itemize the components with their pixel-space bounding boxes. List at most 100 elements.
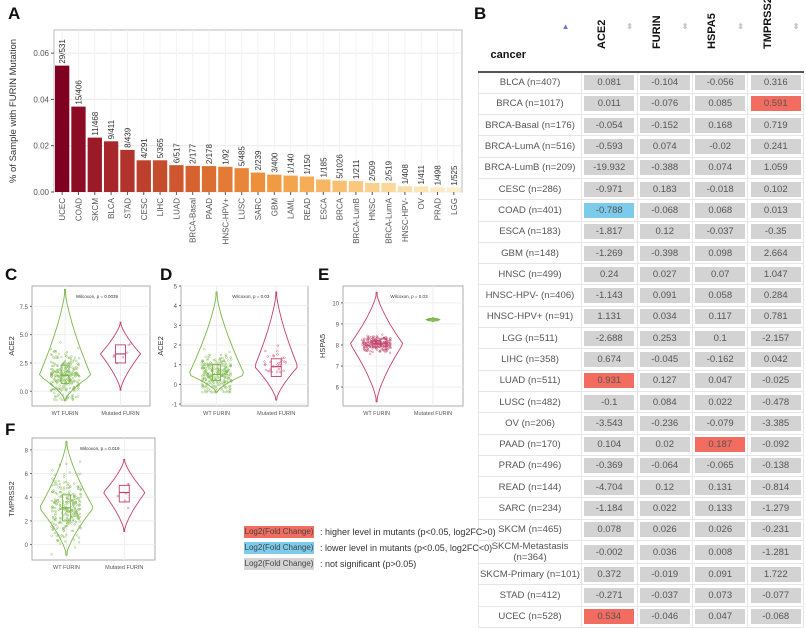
- column-header-tmprss2[interactable]: TMPRSS2 ⬍: [748, 0, 804, 72]
- x-tick-label: Mutated FURIN: [257, 411, 295, 417]
- fold-change-value: 0.316: [750, 75, 801, 91]
- x-tick-label: STAD: [123, 198, 132, 219]
- data-point: [213, 375, 216, 379]
- value-cell: -0.814: [747, 476, 804, 499]
- data-point: [71, 498, 74, 502]
- value-cell: 0.12: [636, 476, 693, 499]
- fold-change-value: 0.591: [750, 96, 801, 112]
- value-cell: 0.241: [747, 135, 804, 158]
- value-cell: -0.065: [691, 454, 749, 478]
- data-point: [378, 349, 382, 352]
- y-axis-label: ACE2: [156, 336, 165, 356]
- data-point: [201, 359, 205, 362]
- value-cell: 0.931: [581, 369, 638, 392]
- fold-change-value: -0.018: [695, 181, 746, 197]
- fold-change-value: 0.074: [695, 160, 746, 176]
- data-point: [225, 353, 228, 356]
- data-point: [65, 511, 68, 514]
- sort-ascending-icon[interactable]: ▲: [561, 22, 570, 31]
- y-tick-label: 0.0: [20, 390, 29, 396]
- value-cell: 0.036: [636, 540, 693, 565]
- violin-shape: [38, 288, 92, 401]
- bar-data-label: 2/177: [189, 143, 198, 164]
- table-row: BRCA-Basal (n=176) -0.054 -0.152 0.168 0.719: [477, 114, 804, 137]
- data-point: [201, 378, 205, 381]
- data-point: [64, 370, 67, 374]
- data-point: [77, 497, 80, 500]
- data-point: [69, 521, 72, 524]
- data-point: [206, 357, 209, 361]
- column-header-cancer[interactable]: cancer ▲: [479, 10, 582, 72]
- value-cell: 0.534: [581, 605, 638, 628]
- data-point: [79, 496, 82, 499]
- violin-plot-tmprss2-f: 0 2 4 6 8 WT FURIN Mutated FURIN Wilcoxon, p = …: [7, 437, 156, 571]
- cancer-cell: BRCA-LumB (n=209): [477, 156, 583, 179]
- data-point: [209, 364, 212, 367]
- value-cell: 0.078: [581, 518, 638, 542]
- data-point: [63, 512, 67, 516]
- sort-toggle-icon[interactable]: ⬍: [626, 22, 633, 31]
- data-point: [52, 377, 56, 381]
- legend-chip-ns: Log2(Fold Change): [244, 558, 314, 570]
- data-point: [363, 337, 366, 340]
- data-point: [272, 355, 275, 358]
- fold-change-value: -1.143: [584, 288, 635, 304]
- data-point: [385, 337, 389, 340]
- bar: [381, 182, 396, 192]
- table-row: READ (n=144) -4.704 0.12 0.131 -0.814: [477, 476, 804, 499]
- data-point: [70, 379, 73, 382]
- data-point: [389, 337, 392, 340]
- table-row: BRCA (n=1017) 0.011 -0.076 0.085 0.591: [477, 92, 804, 116]
- sort-toggle-icon[interactable]: ⬍: [737, 22, 744, 31]
- data-point: [59, 390, 62, 393]
- column-header-furin[interactable]: FURIN ⬍: [637, 10, 692, 72]
- data-point: [204, 384, 208, 388]
- sort-toggle-icon[interactable]: ⬍: [792, 22, 800, 31]
- table-row: LUSC (n=482) -0.1 0.084 0.022 -0.478: [477, 390, 804, 414]
- data-point: [201, 391, 204, 394]
- data-point: [222, 379, 226, 382]
- data-point: [52, 491, 56, 494]
- data-point: [55, 398, 58, 402]
- data-point: [50, 499, 53, 502]
- column-header-hspa5[interactable]: HSPA5 ⬍: [692, 10, 747, 72]
- column-header-ace2[interactable]: ACE2 ⬍: [582, 10, 637, 72]
- fold-change-value: 0.183: [639, 181, 690, 197]
- color-legend: Log2(Fold Change) : higher level in muta…: [244, 525, 496, 573]
- value-cell: 0.022: [636, 497, 693, 520]
- panel-letter-d: D: [160, 265, 173, 284]
- fold-change-value: 0.058: [695, 288, 746, 304]
- table-row: HNSC (n=499) 0.24 0.027 0.07 1.047: [477, 263, 804, 286]
- fold-change-value: -0.019: [639, 566, 690, 582]
- data-point: [57, 379, 60, 382]
- data-point: [73, 482, 76, 485]
- table-row: UCEC (n=528) 0.534 -0.046 0.047 -0.068: [477, 605, 804, 628]
- value-cell: -0.388: [636, 156, 693, 179]
- bar: [267, 174, 282, 192]
- legend-item-down: Log2(Fold Change) : lower level in mutan…: [244, 541, 496, 555]
- panel-letter-f: F: [5, 420, 16, 439]
- value-cell: -0.046: [636, 605, 693, 628]
- data-point: [361, 340, 365, 343]
- fold-change-value: -0.971: [584, 181, 635, 197]
- fold-change-value: 0.022: [695, 394, 746, 410]
- data-point: [79, 488, 82, 492]
- table-row: OV (n=206) -3.543 -0.236 -0.079 -3.385: [477, 412, 804, 435]
- value-cell: 1.131: [581, 305, 638, 329]
- data-point: [64, 388, 67, 391]
- data-point: [63, 379, 66, 382]
- data-point: [54, 512, 57, 516]
- fold-change-value: 0.1: [695, 330, 746, 346]
- data-point: [66, 522, 69, 525]
- y-axis-label: ACE2: [7, 336, 16, 356]
- data-point: [67, 522, 71, 525]
- x-tick-label: PAAD: [205, 198, 214, 219]
- table-row: LGG (n=511) -2.688 0.253 0.1 -2.157: [477, 327, 804, 350]
- sort-toggle-icon[interactable]: ⬍: [681, 22, 689, 31]
- violin-shape: [255, 291, 298, 401]
- value-cell: 0.008: [691, 540, 749, 565]
- x-tick-label: SARC: [254, 198, 263, 220]
- data-point: [72, 369, 75, 372]
- value-cell: 0.719: [747, 114, 804, 137]
- fold-change-value: 0.022: [639, 501, 690, 517]
